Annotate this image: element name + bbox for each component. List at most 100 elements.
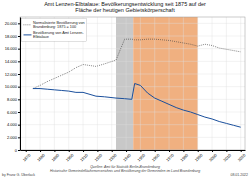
x-tick-label: 1900 (65, 152, 75, 162)
x-tick-mark (140, 150, 141, 152)
grid-line-x (126, 17, 127, 150)
grid-line-x (97, 17, 98, 150)
x-tick: 1900 (65, 150, 75, 163)
grid-line-y (20, 124, 245, 125)
x-tick-label: 1920 (93, 152, 103, 162)
y-tick: 8.000 (7, 97, 20, 102)
x-tick-label: 2010 (222, 152, 232, 162)
x-tick-mark (183, 150, 184, 152)
y-tick-label: 0 (15, 148, 18, 153)
x-tick: 1930 (108, 150, 118, 163)
y-tick: 16.000 (5, 46, 20, 51)
legend: Normalisierte Bevölkerung vonBrandenburg… (22, 19, 87, 42)
x-tick-label: 1980 (179, 152, 189, 162)
y-tick: 10.000 (5, 84, 20, 89)
grid-line-x (169, 17, 170, 150)
series-line (33, 39, 241, 88)
x-tick: 1980 (179, 150, 189, 163)
text-line: Brandenburg: 1875 = 100 (33, 25, 76, 29)
x-tick-mark (69, 150, 70, 152)
grid-line-x (240, 17, 241, 150)
x-tick-label: 2020 (237, 152, 247, 162)
y-tick: 2.000 (7, 135, 20, 140)
y-tick-mark (18, 137, 20, 138)
y-tick-mark (18, 99, 20, 100)
y-tick-label: 12.000 (5, 72, 18, 77)
x-tick: 1890 (50, 150, 60, 163)
y-tick-label: 4.000 (7, 122, 18, 127)
x-tick-label: 1890 (50, 152, 60, 162)
x-tick-mark (112, 150, 113, 152)
y-tick-mark (18, 112, 20, 113)
x-tick-mark (198, 150, 199, 152)
y-tick-mark (18, 74, 20, 75)
x-tick: 1970 (165, 150, 175, 163)
grid-line-y (20, 48, 245, 49)
plot-area: 0 2.000 4.000 6.000 8.000 10.000 12.000 14.000 1… (5, 17, 247, 163)
x-tick-mark (169, 150, 170, 152)
grid-line-y (20, 137, 245, 138)
y-tick: 0 (15, 148, 20, 153)
y-tick: 6.000 (7, 110, 20, 115)
author-note: by Franz G. Überlack (2, 173, 35, 177)
x-tick-mark (241, 150, 242, 152)
source-note: Quellen: Amt für Statistik Berlin-Brande… (50, 165, 200, 173)
y-axis-line (20, 18, 21, 151)
y-tick-mark (18, 49, 20, 50)
x-tick-label: 2000 (208, 152, 218, 162)
y-axis: 0 2.000 4.000 6.000 8.000 10.000 12.000 14.000 1… (5, 18, 21, 153)
grid-line-y (20, 61, 245, 62)
x-tick-label: 1970 (165, 152, 175, 162)
grid-line-x (212, 17, 213, 150)
chart: 0 2.000 4.000 6.000 8.000 10.000 12.000 14.000 1… (0, 0, 250, 177)
y-tick-label: 16.000 (5, 46, 18, 51)
chart-title: Amt Lenzen-Elbtalaue: Bevölkerungsentwic… (44, 1, 206, 13)
y-tick-label: 18.000 (5, 34, 18, 39)
y-tick-label: 6.000 (7, 110, 18, 115)
y-tick-mark (18, 36, 20, 37)
y-tick-mark (18, 125, 20, 126)
x-tick-label: 1950 (136, 152, 146, 162)
x-tick: 1920 (93, 150, 103, 163)
grid-line-x (197, 17, 198, 150)
x-tick-label: 1910 (79, 152, 89, 162)
x-tick-mark (155, 150, 156, 152)
plot-frame (20, 17, 245, 150)
x-tick: 1960 (151, 150, 161, 163)
x-tick: 1910 (79, 150, 89, 163)
y-tick-label: 8.000 (7, 97, 18, 102)
x-tick-mark (212, 150, 213, 152)
grid-line-x (111, 17, 112, 150)
x-tick-label: 1870 (22, 152, 32, 162)
x-tick: 1870 (22, 150, 32, 163)
x-tick-label: 1880 (36, 152, 46, 162)
shaded-region (133, 17, 197, 150)
x-tick: 1880 (36, 150, 46, 163)
y-tick-mark (18, 61, 20, 62)
legend-swatch (24, 24, 32, 25)
x-tick-mark (40, 150, 41, 152)
text-line: Elbtalaue (33, 35, 49, 39)
x-tick-mark (126, 150, 127, 152)
x-tick-mark (26, 150, 27, 152)
grid-line-x (154, 17, 155, 150)
y-tick-mark (18, 150, 20, 151)
x-tick-label: 1990 (194, 152, 204, 162)
grid-line-y (20, 112, 245, 113)
y-tick: 4.000 (7, 122, 20, 127)
x-tick: 1950 (136, 150, 146, 163)
x-tick-label: 1930 (108, 152, 118, 162)
grid-line-x (226, 17, 227, 150)
y-tick-label: 20.000 (5, 21, 18, 26)
text-line: Fläche der heutigen Gebietskörperschaft (75, 7, 175, 13)
y-tick-mark (18, 23, 20, 24)
text-line: Amt Lenzen-Elbtalaue: Bevölkerungsentwic… (44, 1, 206, 7)
x-tick: 2020 (237, 150, 247, 163)
x-tick: 1940 (122, 150, 132, 163)
y-tick-mark (18, 87, 20, 88)
grid-line-x (140, 17, 141, 150)
legend-label: Bevölkerung von Amt Lenzen-Elbtalaue (33, 31, 84, 39)
y-tick-label: 10.000 (5, 84, 18, 89)
y-tick: 20.000 (5, 21, 20, 26)
y-tick: 14.000 (5, 59, 20, 64)
